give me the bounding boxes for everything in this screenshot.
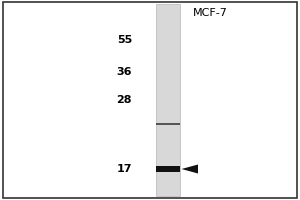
Bar — [156, 4, 180, 196]
Polygon shape — [182, 164, 198, 173]
Bar — [156, 166, 180, 172]
Text: 17: 17 — [116, 164, 132, 174]
Text: MCF-7: MCF-7 — [193, 8, 227, 18]
Text: 28: 28 — [116, 95, 132, 105]
Text: 55: 55 — [117, 35, 132, 45]
Bar — [156, 123, 180, 125]
Text: 36: 36 — [116, 67, 132, 77]
FancyBboxPatch shape — [3, 2, 297, 198]
